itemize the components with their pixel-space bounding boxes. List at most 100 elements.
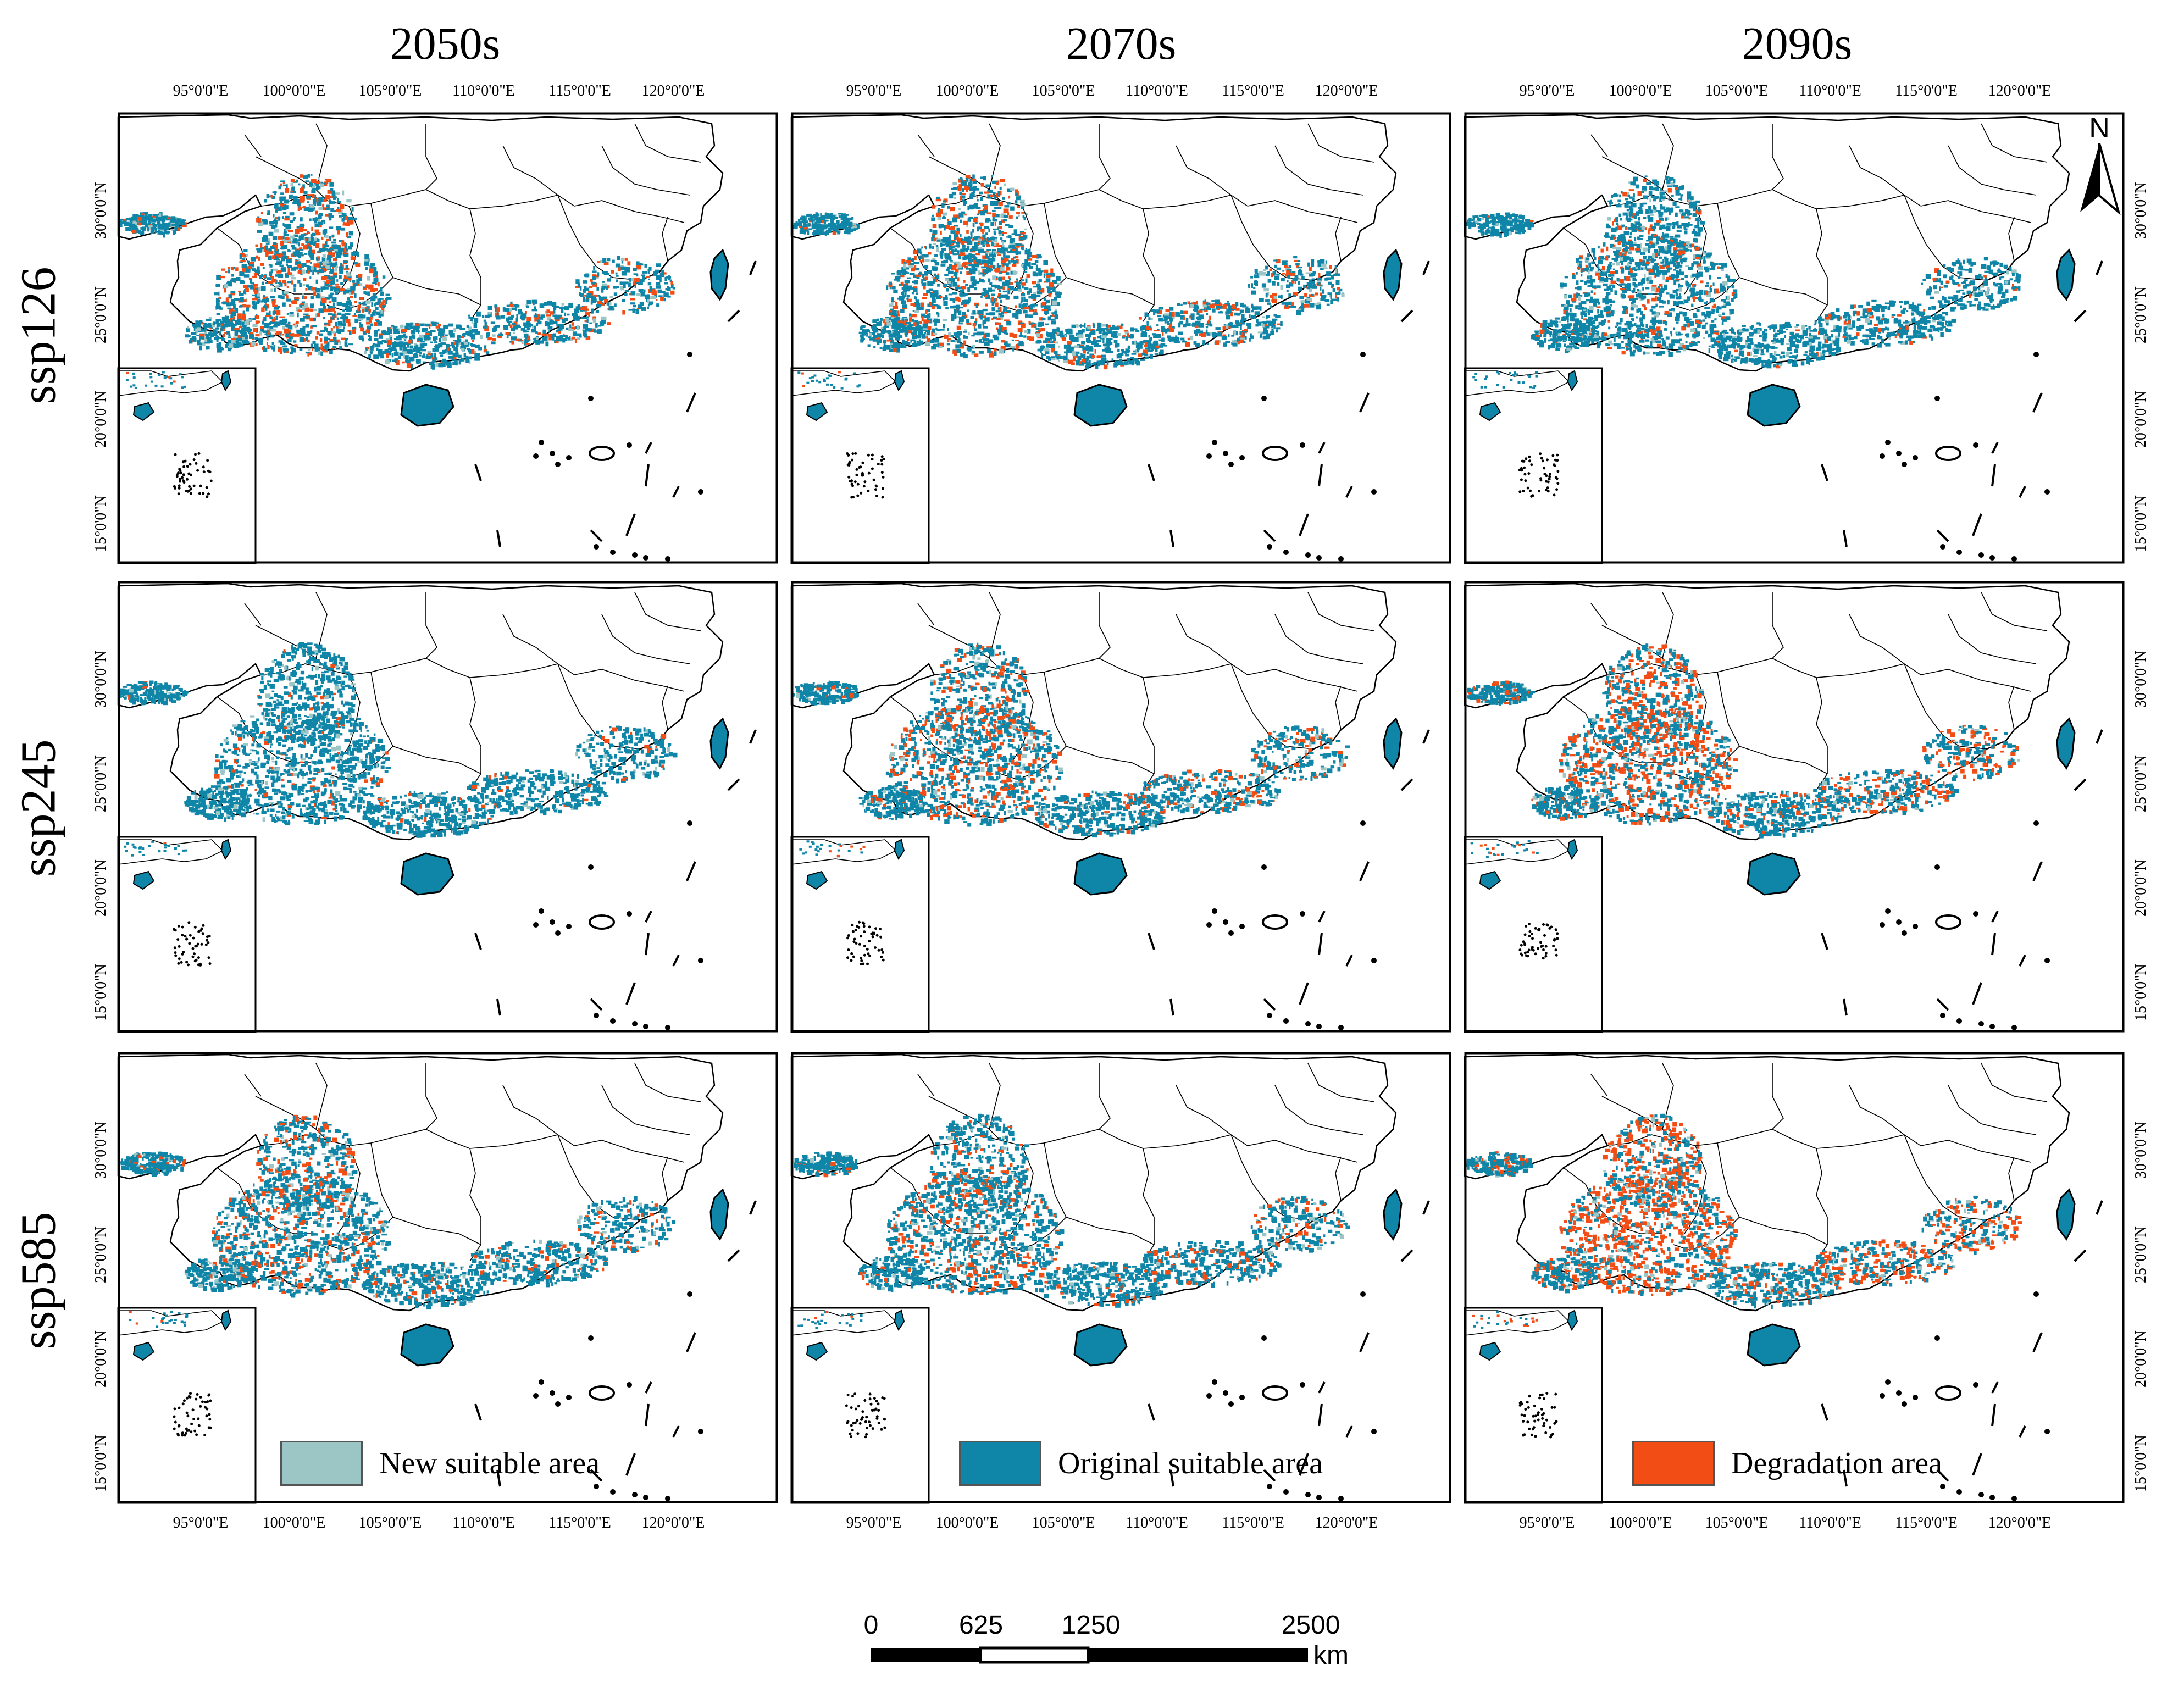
- bottom-lon-label: 105°0'0"E: [359, 1514, 422, 1532]
- legend-swatch-degradation: [1632, 1441, 1715, 1486]
- hainan-island: [400, 384, 454, 427]
- column-title-2050s: 2050s: [253, 16, 638, 71]
- bottom-lon-label: 95°0'0"E: [1520, 1514, 1575, 1532]
- south-china-sea-inset: [1464, 1307, 1603, 1504]
- map-panel-r1-c2: [790, 112, 1451, 564]
- top-lon-label: 115°0'0"E: [1222, 82, 1284, 100]
- top-lon-label: 115°0'0"E: [1895, 82, 1958, 100]
- panel-frame: [791, 1052, 1451, 1503]
- map-panel-r1-c1: [117, 112, 778, 564]
- bottom-lon-label: 115°0'0"E: [548, 1514, 611, 1532]
- taiwan-island: [709, 717, 729, 770]
- panel-frame: [791, 581, 1451, 1033]
- bottom-lon-label: 120°0'0"E: [1315, 1514, 1378, 1532]
- hainan-island: [400, 852, 454, 896]
- hainan-island: [1747, 1323, 1801, 1367]
- map-panel-r3-c1: [117, 1052, 778, 1504]
- scale-label-2500: 2500: [1282, 1610, 1340, 1640]
- right-lat-label: 20°0'0"N: [2132, 859, 2150, 917]
- top-lon-label: 100°0'0"E: [936, 82, 999, 100]
- left-lat-label: 15°0'0"N: [92, 495, 110, 552]
- taiwan-island: [709, 1188, 729, 1241]
- taiwan-island: [2056, 717, 2076, 770]
- row-label-ssp585: ssp585: [5, 1165, 71, 1396]
- bottom-lon-label: 110°0'0"E: [1126, 1514, 1188, 1532]
- left-lat-label: 20°0'0"N: [92, 859, 110, 917]
- legend-label-original: Original suitable area: [1058, 1446, 1323, 1481]
- bottom-lon-label: 110°0'0"E: [1799, 1514, 1861, 1532]
- bottom-lon-label: 100°0'0"E: [263, 1514, 326, 1532]
- land-outline: [117, 1053, 724, 1312]
- scale-label-625: 625: [959, 1610, 1003, 1640]
- top-lon-label: 105°0'0"E: [1032, 82, 1095, 100]
- legend-original-suitable: Original suitable area: [959, 1439, 1323, 1488]
- scale-label-1250: 1250: [1062, 1610, 1121, 1640]
- right-lat-label: 30°0'0"N: [2132, 651, 2150, 708]
- suitability-cells: [120, 174, 675, 370]
- left-lat-label: 30°0'0"N: [92, 651, 110, 708]
- panel-frame: [1464, 581, 2125, 1033]
- bottom-lon-label: 100°0'0"E: [936, 1514, 999, 1532]
- hainan-island: [1073, 852, 1128, 896]
- legend-swatch-original: [959, 1441, 1041, 1486]
- panel-frame: [1464, 112, 2125, 564]
- bottom-lon-label: 100°0'0"E: [1609, 1514, 1672, 1532]
- panel-frame: [791, 112, 1451, 564]
- suitability-cells: [120, 1114, 676, 1310]
- row-label-ssp126: ssp126: [5, 220, 71, 451]
- map-panel-r2-c3: [1464, 581, 2125, 1033]
- row-label-ssp245: ssp245: [5, 692, 71, 923]
- top-lon-label: 110°0'0"E: [1799, 82, 1861, 100]
- south-china-sea-inset: [790, 367, 930, 564]
- bottom-lon-label: 115°0'0"E: [1895, 1514, 1958, 1532]
- taiwan-island: [709, 248, 729, 301]
- hainan-island: [1073, 1323, 1128, 1367]
- right-lat-label: 15°0'0"N: [2132, 964, 2150, 1021]
- bottom-lon-label: 105°0'0"E: [1705, 1514, 1769, 1532]
- map-panel-r1-c3: [1464, 112, 2125, 564]
- left-lat-label: 20°0'0"N: [92, 1330, 110, 1388]
- right-lat-label: 20°0'0"N: [2132, 391, 2150, 448]
- right-lat-label: 15°0'0"N: [2132, 1435, 2150, 1492]
- bottom-lon-label: 95°0'0"E: [846, 1514, 902, 1532]
- south-china-sea-inset: [117, 367, 257, 564]
- south-china-sea-inset: [790, 1307, 930, 1504]
- taiwan-island: [2056, 248, 2076, 301]
- north-label: N: [2075, 113, 2124, 143]
- top-lon-label: 120°0'0"E: [1988, 82, 2052, 100]
- column-title-2090s: 2090s: [1605, 16, 1989, 71]
- right-lat-label: 25°0'0"N: [2132, 755, 2150, 812]
- column-title-2070s: 2070s: [929, 16, 1313, 71]
- left-lat-label: 15°0'0"N: [92, 1435, 110, 1492]
- panel-frame: [118, 1052, 778, 1503]
- top-lon-label: 100°0'0"E: [263, 82, 326, 100]
- land-outline: [790, 1053, 1397, 1312]
- suitability-cells: [1465, 1113, 2022, 1309]
- right-lat-label: 20°0'0"N: [2132, 1330, 2150, 1388]
- panel-frame: [118, 581, 778, 1033]
- top-lon-label: 120°0'0"E: [642, 82, 705, 100]
- top-lon-label: 95°0'0"E: [846, 82, 902, 100]
- legend-label-new: New suitable area: [379, 1446, 600, 1481]
- suitability-cells: [792, 642, 1350, 838]
- map-panel-r3-c2: [790, 1052, 1451, 1504]
- map-panel-r2-c1: [117, 581, 778, 1033]
- hainan-island: [1747, 384, 1801, 427]
- right-lat-label: 30°0'0"N: [2132, 1122, 2150, 1179]
- taiwan-island: [2056, 1188, 2076, 1241]
- panel-frame: [118, 112, 778, 564]
- south-china-sea-inset: [117, 836, 257, 1033]
- right-lat-label: 30°0'0"N: [2132, 182, 2150, 239]
- right-lat-label: 15°0'0"N: [2132, 495, 2150, 552]
- top-lon-label: 105°0'0"E: [1705, 82, 1769, 100]
- bottom-lon-label: 105°0'0"E: [1032, 1514, 1095, 1532]
- top-lon-label: 110°0'0"E: [452, 82, 515, 100]
- south-china-sea-inset: [790, 836, 930, 1033]
- left-lat-label: 25°0'0"N: [92, 286, 110, 343]
- suitability-cells: [118, 642, 678, 838]
- top-lon-label: 120°0'0"E: [1315, 82, 1378, 100]
- north-arrow-icon: [2080, 143, 2121, 215]
- legend-swatch-new: [280, 1441, 363, 1486]
- hainan-island: [1073, 384, 1128, 427]
- scale-label-0: 0: [864, 1610, 879, 1640]
